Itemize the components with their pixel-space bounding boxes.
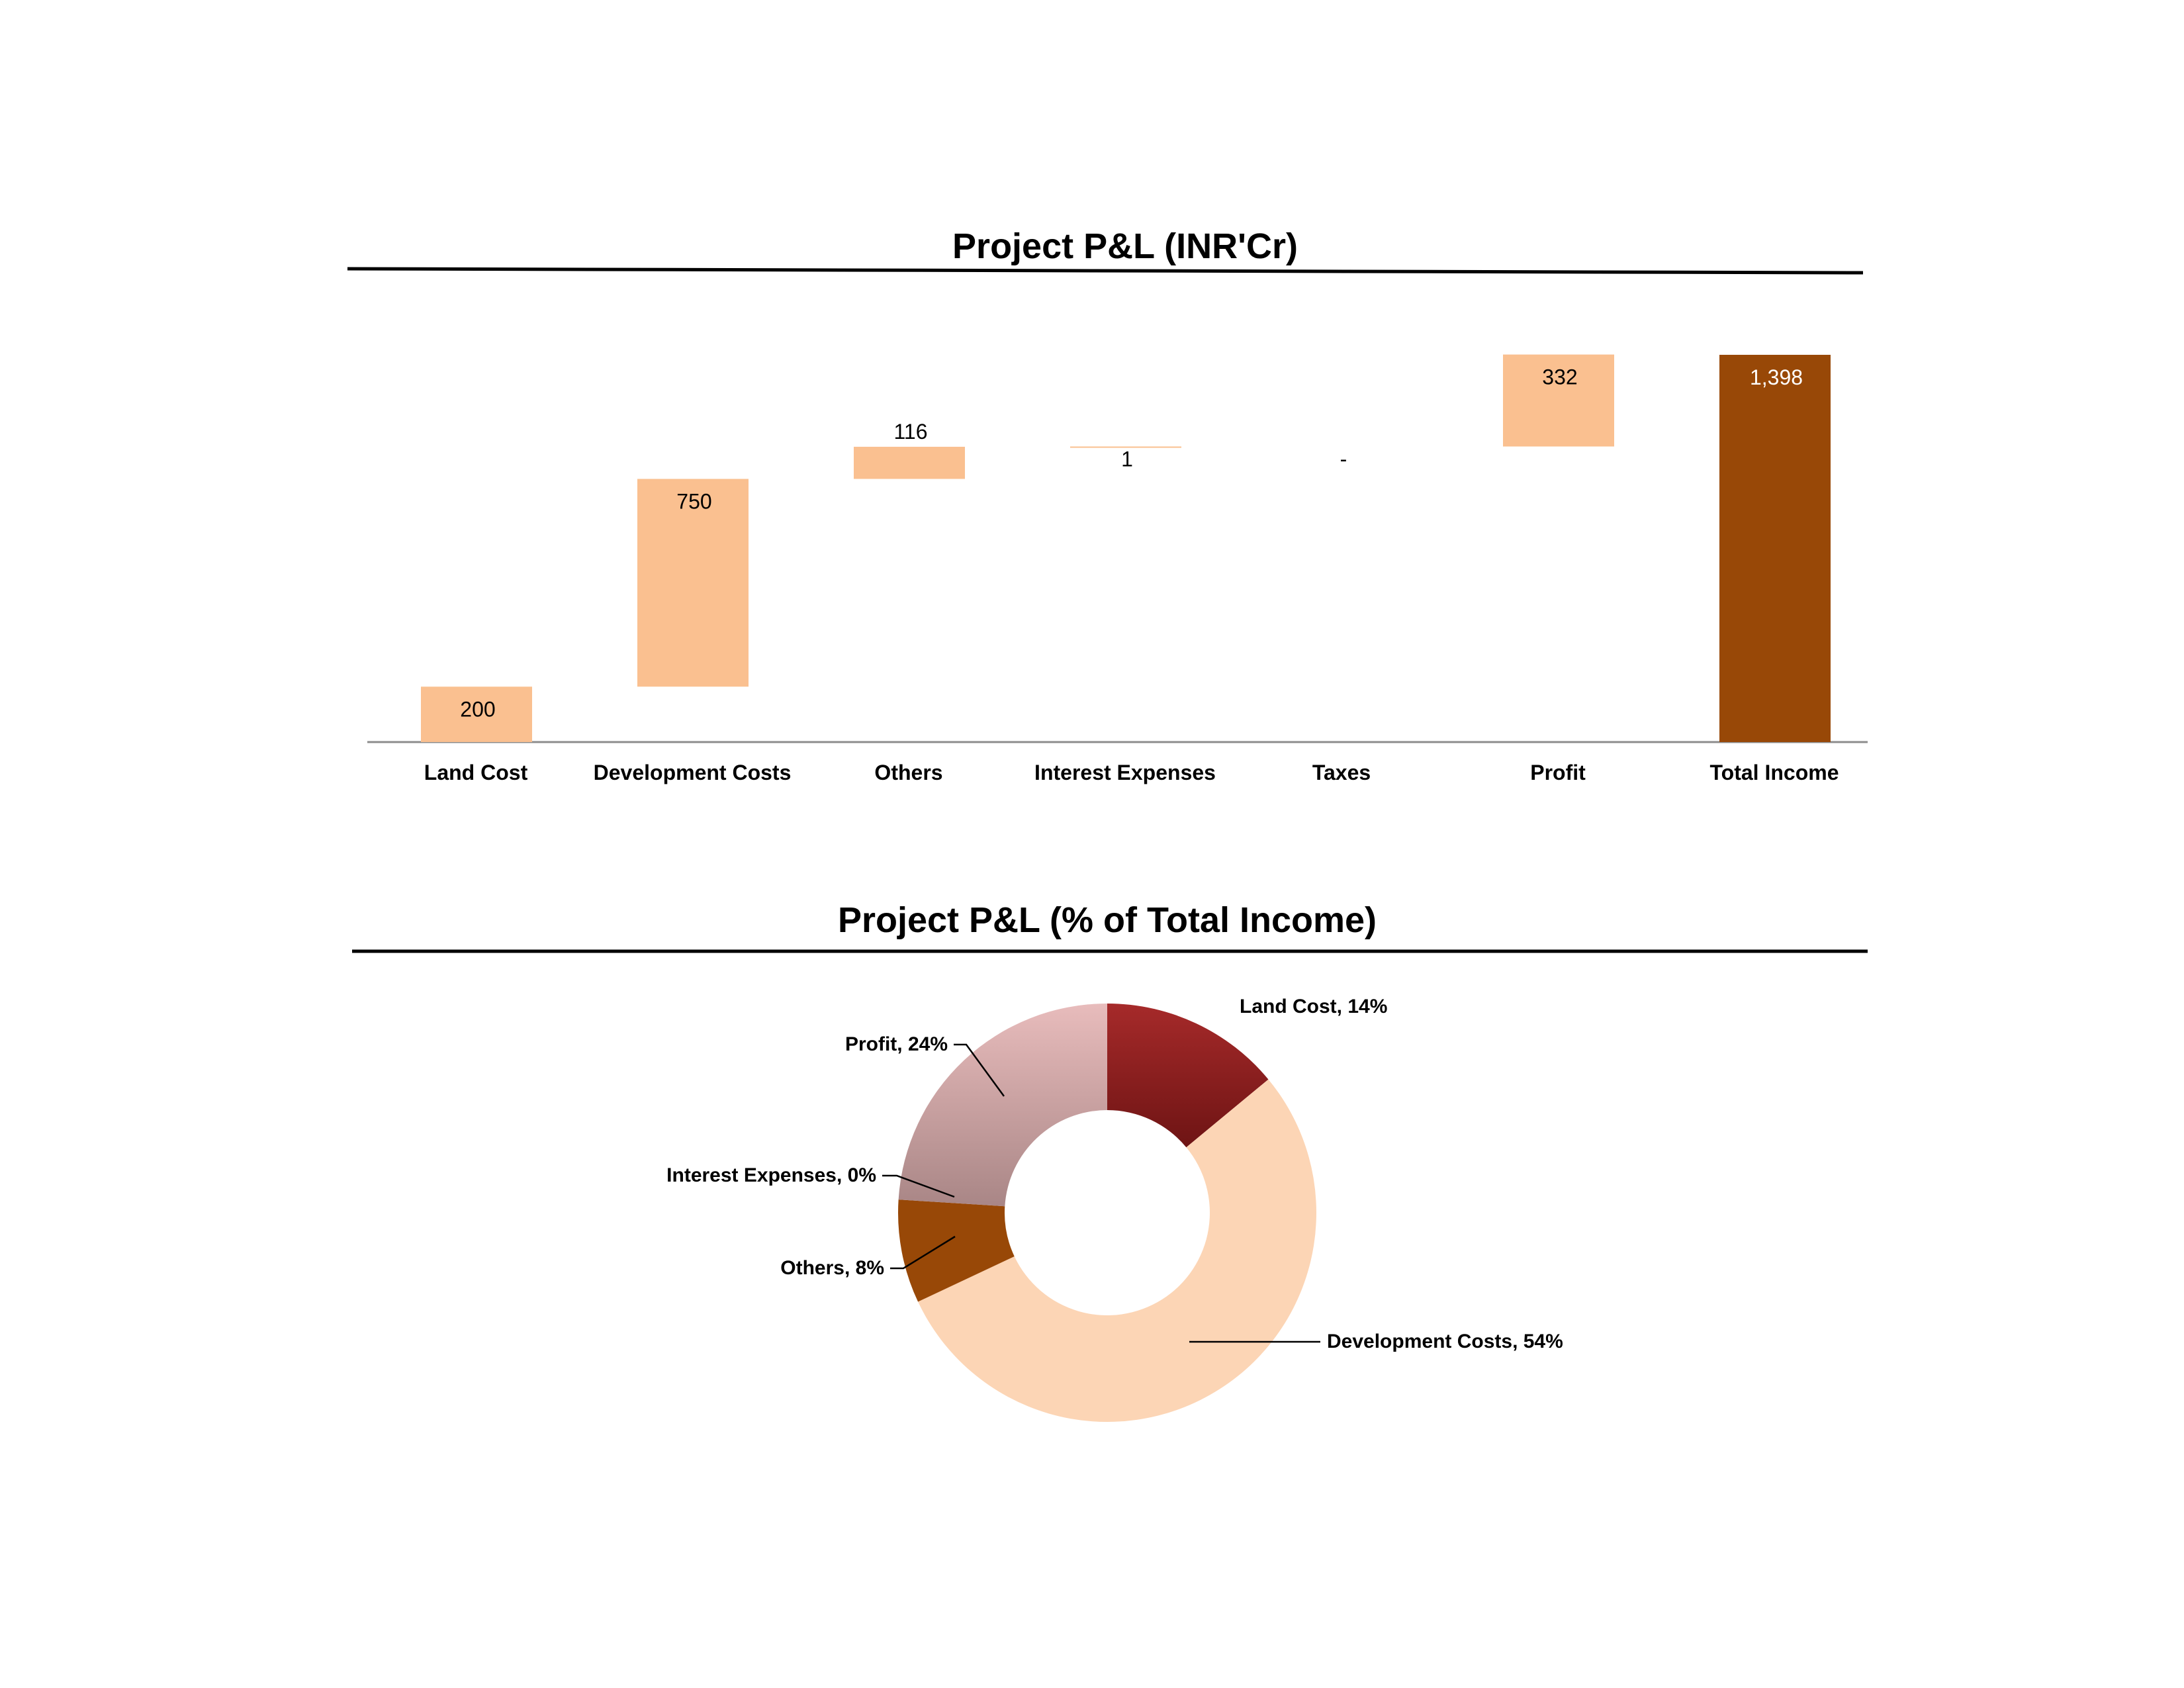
waterfall-data-labels: 200 750 116 1 - 332 1,398: [460, 365, 1803, 722]
waterfall-title-rule: [347, 267, 1864, 275]
category-label-profit: Profit: [1530, 761, 1586, 784]
bar-interest-expenses: [1070, 446, 1181, 448]
slice-label-land-cost: Land Cost, 14%: [1240, 996, 1387, 1017]
category-label-land-cost: Land Cost: [424, 761, 528, 784]
slice-label-profit: Profit, 24%: [845, 1033, 948, 1055]
slice-land-cost: [1107, 1004, 1269, 1148]
data-label-interest-expenses: 1: [1121, 447, 1133, 471]
waterfall-bars: [421, 354, 1831, 742]
donut-slice-labels: Land Cost, 14% Development Costs, 54% Othe…: [666, 996, 1563, 1352]
data-label-development-costs: 750: [676, 489, 711, 513]
bar-profit: [1503, 354, 1614, 447]
data-label-land-cost: 200: [460, 697, 495, 721]
category-label-taxes: Taxes: [1312, 761, 1371, 784]
donut-chart: Project P&L (% of Total Income) Land Cos…: [352, 900, 1868, 1423]
leader-line-others: [890, 1235, 956, 1270]
slice-others: [897, 1199, 1015, 1302]
slice-profit: [898, 1004, 1107, 1207]
data-label-total-income: 1,398: [1750, 365, 1803, 389]
category-label-others: Others: [874, 761, 942, 784]
slice-development-costs: [918, 1079, 1317, 1423]
bar-total-income: [1719, 355, 1831, 742]
donut-leader-lines: [882, 1043, 1320, 1343]
waterfall-title: Project P&L (INR'Cr): [952, 226, 1298, 266]
data-label-taxes: -: [1340, 447, 1347, 471]
bar-land-cost: [421, 686, 532, 742]
bar-others: [854, 446, 965, 479]
waterfall-category-labels: Land Cost Development Costs Others Interest…: [424, 761, 1839, 784]
waterfall-chart: Project P&L (INR'Cr) 200 750 116 1 - 332 1,398…: [347, 226, 1868, 784]
leader-line-interest-expenses: [882, 1174, 955, 1198]
slice-label-development-costs: Development Costs, 54%: [1327, 1331, 1563, 1352]
data-label-others: 116: [893, 420, 927, 444]
category-label-interest-expenses: Interest Expenses: [1034, 761, 1216, 784]
slice-label-interest-expenses: Interest Expenses, 0%: [666, 1164, 876, 1186]
bar-development-costs: [637, 479, 749, 687]
category-label-total-income: Total Income: [1710, 761, 1839, 784]
data-label-profit: 332: [1542, 365, 1577, 389]
slice-label-others: Others, 8%: [780, 1257, 884, 1279]
donut-title: Project P&L (% of Total Income): [838, 900, 1377, 940]
donut-slices: [897, 1004, 1317, 1423]
leader-line-profit: [954, 1043, 1005, 1097]
category-label-development-costs: Development Costs: [594, 761, 792, 784]
